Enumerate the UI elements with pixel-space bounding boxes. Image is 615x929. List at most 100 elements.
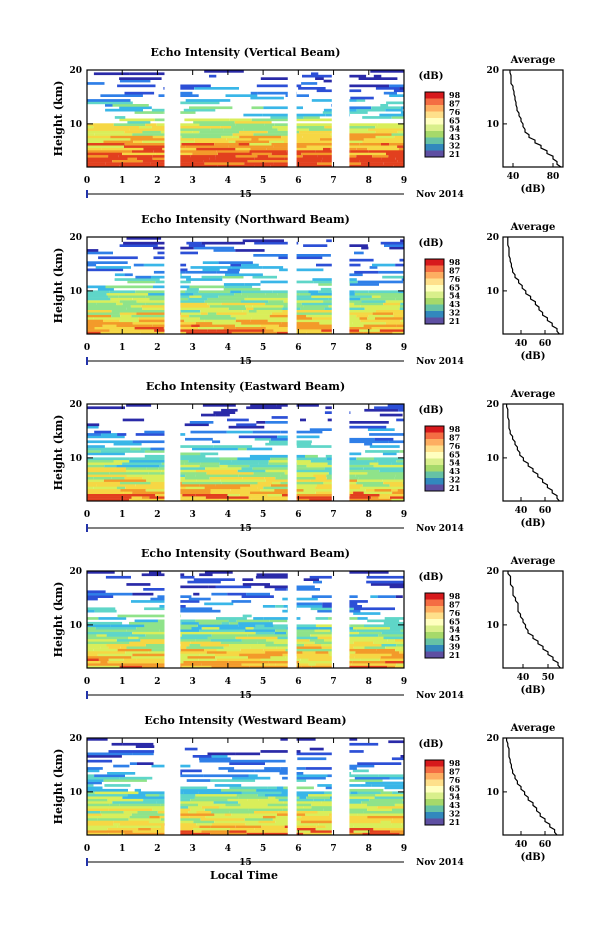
heatmap-cell — [264, 123, 275, 126]
colorbar-swatch — [425, 265, 444, 273]
heatmap-cell — [87, 607, 116, 611]
heatmap-cell — [190, 808, 205, 811]
heatmap-cell — [354, 270, 379, 274]
heatmap-cell — [87, 159, 113, 163]
heatmap-cell — [398, 290, 404, 294]
heatmap-cell — [303, 304, 329, 308]
heatmap-cell — [116, 464, 160, 468]
heatmap-cell — [345, 805, 378, 809]
heatmap-cell — [87, 285, 106, 289]
heatmap-cell — [148, 651, 165, 654]
heatmap-cell — [385, 660, 404, 664]
heatmap-cell — [121, 663, 159, 666]
colorbar-frame — [424, 592, 445, 659]
heatmap-cell — [174, 575, 195, 579]
heatmap-cell — [209, 585, 216, 589]
x-tick-label: 4 — [225, 510, 231, 520]
heatmap-cell — [119, 77, 162, 80]
heatmap-cell — [241, 638, 266, 642]
average-x-label: (dB) — [521, 685, 546, 696]
heatmap-cell — [257, 481, 272, 485]
heatmap-cell — [385, 646, 401, 649]
heatmap-cell — [246, 406, 282, 410]
heatmap-cell — [299, 130, 338, 134]
heatmap-cell — [129, 459, 168, 463]
heatmap-cell — [276, 404, 319, 407]
heatmap-cell — [263, 486, 289, 490]
x-tick-label: 6 — [295, 343, 301, 353]
heatmap-cell — [399, 832, 404, 836]
heatmap-cell — [308, 128, 333, 131]
x-axis-label-local-time: Local Time — [210, 869, 278, 882]
plot-frame — [86, 570, 405, 669]
heatmap-cell — [287, 319, 309, 323]
heatmap-cell — [379, 493, 404, 497]
heatmap-cell — [126, 467, 147, 470]
heatmap-cell — [199, 484, 216, 487]
heatmap-cell — [112, 159, 143, 163]
heatmap-cell — [306, 796, 330, 799]
heatmap-cell — [343, 488, 366, 492]
heatmap-cell — [397, 130, 404, 134]
heatmap-cell — [221, 302, 236, 306]
heatmap-cell — [300, 820, 347, 824]
y-tick-label: 10 — [69, 287, 82, 297]
heatmap-cell — [87, 140, 104, 143]
heatmap-cell — [337, 130, 376, 134]
heatmap-cell — [87, 592, 133, 596]
heatmap-cell — [229, 621, 239, 625]
heatmap-cell — [158, 467, 168, 470]
data-gap — [287, 571, 297, 668]
heatmap-cell — [87, 796, 123, 799]
heatmap-cell — [302, 651, 316, 654]
heatmap-cell — [135, 290, 171, 294]
colorbar-tick-label: 54 — [449, 792, 461, 802]
heatmap-cell — [248, 309, 257, 313]
heatmap-cell — [355, 651, 400, 654]
heatmap-cell — [286, 588, 320, 591]
heatmap-cell — [145, 643, 169, 647]
average-y-tick-label: 20 — [486, 734, 499, 744]
x-tick-label: 7 — [330, 510, 336, 520]
heatmap-cell — [239, 493, 268, 497]
heatmap-cell — [137, 810, 158, 814]
heatmap-cell — [214, 820, 259, 824]
x-tick-label: 6 — [295, 677, 301, 687]
heatmap-cell — [215, 157, 255, 160]
heatmap-cell — [87, 317, 94, 320]
heatmap-cell — [87, 162, 106, 165]
heatmap-cell — [362, 484, 390, 487]
heatmap-cell — [181, 481, 222, 485]
colorbar-tick-label: 76 — [449, 441, 461, 451]
heatmap-cell — [176, 317, 200, 320]
heatmap-cell — [123, 491, 133, 494]
heatmap-cell — [143, 263, 165, 267]
heatmap-cell — [164, 454, 206, 458]
heatmap-cell — [383, 162, 404, 165]
heatmap-cell — [199, 629, 245, 632]
heatmap-cell — [227, 464, 250, 468]
heatmap-cell — [280, 481, 324, 485]
heatmap-cell — [87, 154, 109, 158]
heatmap-cell — [338, 469, 380, 473]
heatmap-cell — [123, 493, 156, 497]
heatmap-cell — [145, 123, 157, 126]
heatmap-cell — [256, 573, 292, 577]
heatmap-cell — [194, 796, 239, 799]
heatmap-cell — [229, 810, 254, 814]
heatmap-cell — [283, 605, 323, 608]
heatmap-cell — [187, 580, 221, 584]
heatmap-cell — [265, 651, 303, 654]
heatmap-cell — [262, 113, 292, 117]
heatmap-cell — [87, 496, 104, 499]
heatmap-cell — [87, 452, 125, 456]
heatmap-cell — [386, 101, 404, 105]
heatmap-cell — [164, 491, 211, 494]
heatmap-cell — [206, 471, 240, 475]
heatmap-cell — [369, 798, 403, 802]
x-tick-label: 2 — [154, 677, 160, 687]
heatmap-cell — [119, 665, 143, 669]
heatmap-cell — [210, 779, 256, 782]
heatmap-cell — [230, 827, 255, 831]
heatmap-cell — [358, 77, 398, 80]
